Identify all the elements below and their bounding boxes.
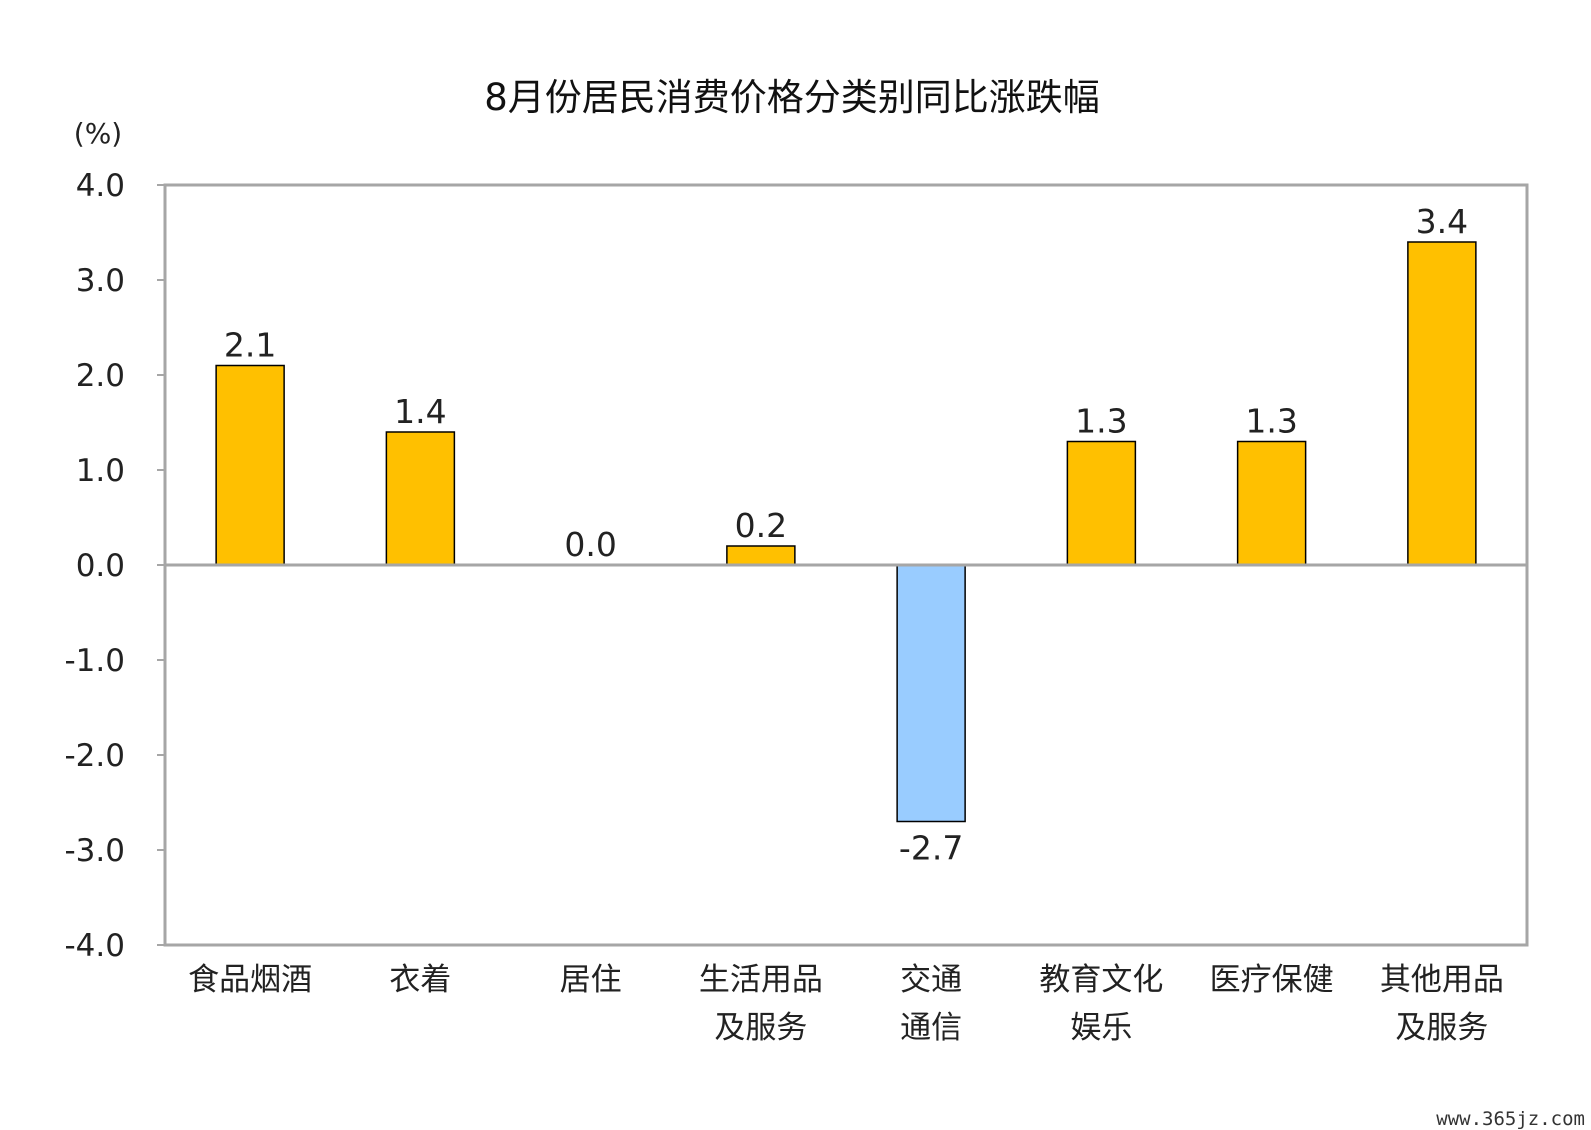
- category-label: 教育文化: [1039, 962, 1163, 998]
- category-label: 衣着: [389, 962, 451, 998]
- category-label: 交通: [900, 962, 962, 998]
- category-label: 娱乐: [1070, 1010, 1132, 1046]
- y-tick-label: 2.0: [76, 358, 125, 394]
- bar: [896, 564, 966, 823]
- bar: [215, 364, 285, 566]
- bars: [215, 241, 1477, 823]
- y-tick-label: -1.0: [65, 643, 126, 679]
- bar: [726, 545, 796, 566]
- watermark: www.365jz.com: [1436, 1108, 1585, 1130]
- y-tick-label: 0.0: [76, 548, 125, 584]
- y-tick-label: 3.0: [76, 263, 125, 299]
- category-label: 生活用品: [699, 962, 823, 998]
- bar: [1066, 440, 1137, 566]
- y-axis-ticks: 4.0 3.0 2.0 1.0 0.0 -1.0 -2.0 -3.0 -4.0: [65, 168, 165, 964]
- y-tick-label: 4.0: [76, 168, 125, 204]
- y-axis-unit: (%): [74, 117, 122, 150]
- category-label: 居住: [560, 962, 622, 998]
- data-label: 1.4: [394, 392, 446, 431]
- data-label: 1.3: [1075, 402, 1127, 441]
- data-label: 0.2: [735, 506, 787, 545]
- category-label: 其他用品: [1380, 962, 1504, 998]
- data-label: 3.4: [1416, 202, 1468, 241]
- y-tick-label: -2.0: [65, 738, 126, 774]
- bar: [1407, 241, 1477, 566]
- bar: [1236, 440, 1307, 566]
- data-label: 2.1: [224, 326, 276, 365]
- category-label: 医疗保健: [1210, 962, 1334, 998]
- y-tick-label: -4.0: [65, 928, 126, 964]
- data-label: 0.0: [564, 525, 616, 564]
- category-label: 及服务: [1395, 1010, 1488, 1046]
- chart-title: 8月份居民消费价格分类别同比涨跌幅: [484, 76, 1100, 119]
- category-label: 及服务: [714, 1010, 807, 1046]
- data-label: -2.7: [899, 829, 963, 868]
- y-tick-label: -3.0: [65, 833, 126, 869]
- data-labels: 2.1 1.4 0.0 0.2 -2.7 1.3 1.3 3.4: [224, 202, 1468, 868]
- data-label: 1.3: [1245, 402, 1297, 441]
- bar: [385, 431, 456, 566]
- category-label: 通信: [900, 1010, 962, 1046]
- category-label: 食品烟酒: [188, 962, 312, 998]
- y-tick-label: 1.0: [76, 453, 125, 489]
